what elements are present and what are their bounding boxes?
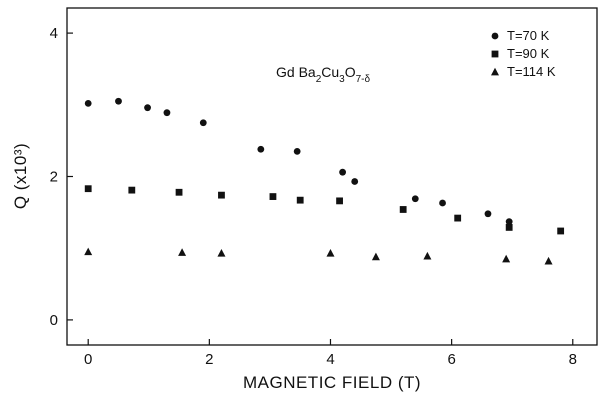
circle-point	[115, 97, 122, 105]
square-point	[296, 196, 304, 204]
y-tick-label: 4	[50, 25, 58, 42]
square-point	[218, 191, 225, 199]
square-point	[399, 206, 407, 213]
x-axis-title: MAGNETIC FIELD (T)	[243, 373, 421, 392]
square-point	[336, 197, 343, 205]
triangle-point	[84, 247, 93, 256]
legend-label: T=70 K	[507, 28, 550, 43]
square-point	[454, 214, 462, 222]
circle-point	[484, 210, 492, 218]
square-point	[175, 188, 183, 196]
square-point	[269, 193, 277, 200]
circle-point	[257, 145, 265, 153]
axes-layer: 0 2 4 6 8 0 2 4	[50, 25, 577, 368]
legend-label: T=114 K	[507, 64, 556, 79]
legend-triangle-marker	[491, 67, 499, 76]
triangle-point	[544, 256, 553, 265]
circle-point	[199, 119, 207, 127]
triangle-point	[371, 252, 380, 261]
circle-point	[505, 218, 513, 226]
triangle-point	[178, 248, 187, 256]
x-tick-label: 8	[569, 351, 577, 368]
triangle-point	[423, 251, 432, 260]
square-point	[505, 224, 513, 231]
circle-point	[84, 99, 92, 107]
y-tick-label: 0	[50, 312, 58, 329]
triangle-point	[502, 254, 511, 263]
triangle-point	[326, 249, 335, 257]
x-tick-label: 2	[205, 351, 213, 368]
x-tick-label: 0	[84, 351, 92, 368]
square-point	[128, 186, 136, 194]
circle-point	[351, 178, 359, 185]
legend-label: T=90 K	[507, 46, 550, 61]
x-tick-label: 6	[447, 351, 455, 368]
legend: T=70 K T=90 K T=114 K	[491, 28, 556, 79]
y-axis-title: Q (x10³)	[11, 143, 30, 209]
x-tick-label: 4	[326, 351, 334, 368]
circle-point	[293, 148, 301, 155]
circle-point	[163, 109, 171, 117]
legend-circle-marker	[491, 32, 499, 40]
y-tick-label: 2	[50, 169, 58, 186]
circle-point	[144, 104, 151, 112]
triangle-point	[217, 249, 226, 257]
legend-square-marker	[491, 50, 499, 58]
square-point	[84, 185, 92, 193]
circle-point	[439, 199, 446, 207]
square-point	[557, 227, 565, 235]
circle-point	[339, 168, 346, 176]
circle-point	[411, 195, 419, 203]
compound-annotation: Gd Ba2Cu3O7-δ	[276, 64, 371, 85]
marks-layer	[84, 97, 565, 265]
